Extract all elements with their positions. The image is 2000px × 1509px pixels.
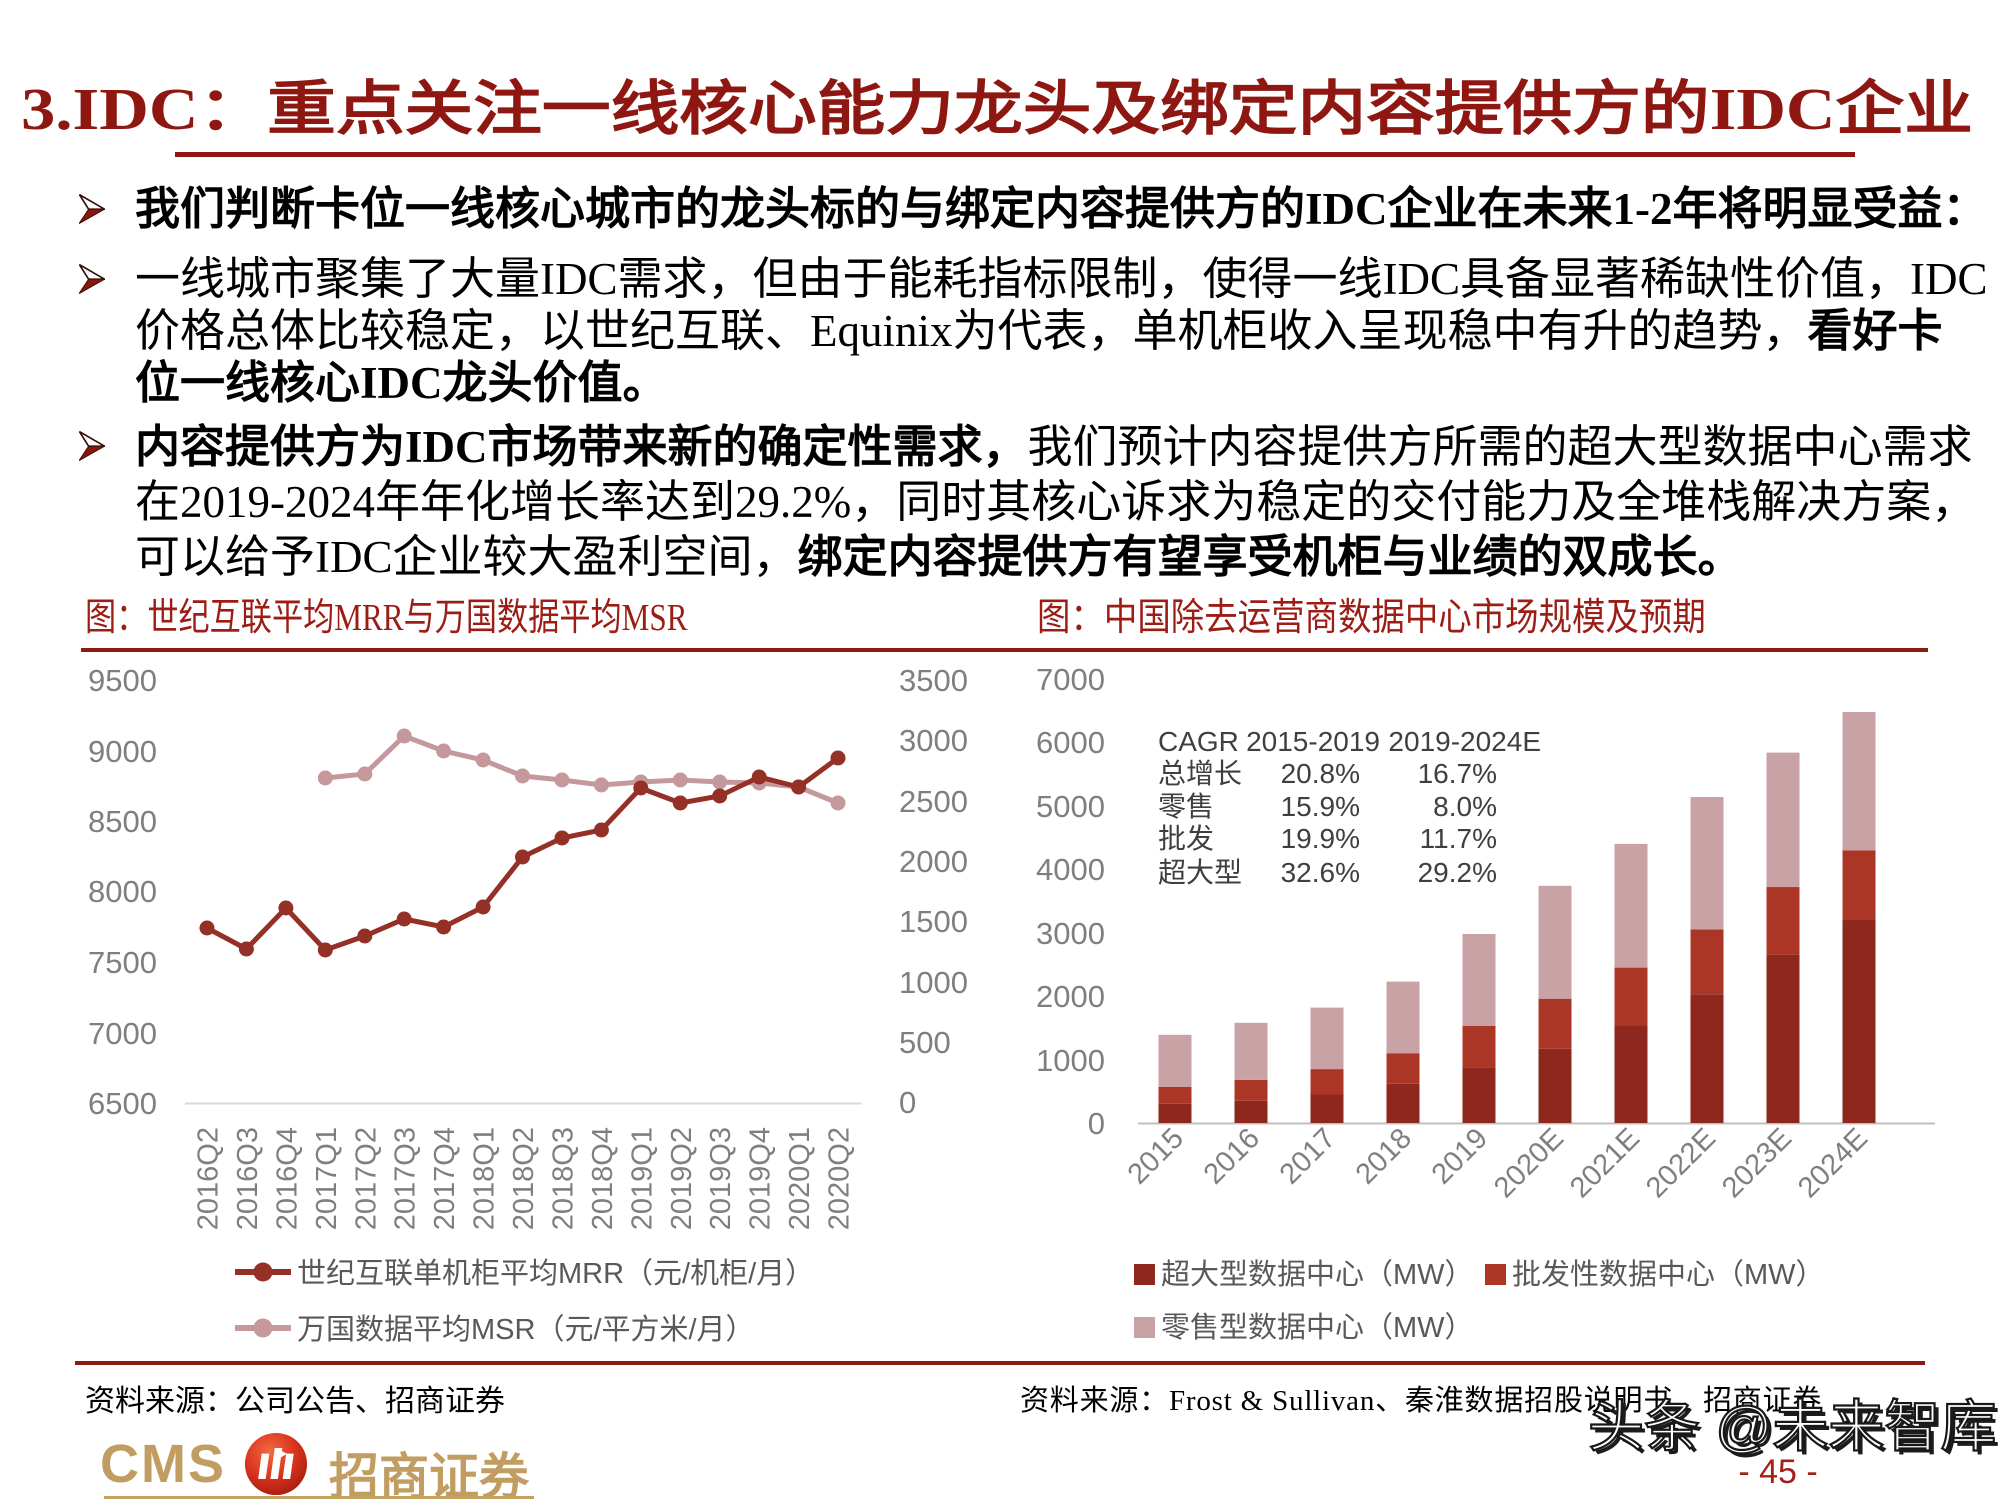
svg-text:2019Q4: 2019Q4 (745, 1127, 777, 1230)
svg-text:2015-2019: 2015-2019 (1246, 726, 1380, 757)
svg-text:8.0%: 8.0% (1433, 791, 1497, 822)
svg-text:0: 0 (1088, 1106, 1105, 1141)
svg-text:2024E: 2024E (1792, 1122, 1874, 1204)
svg-text:2018Q4: 2018Q4 (587, 1127, 619, 1230)
svg-text:2016: 2016 (1198, 1122, 1266, 1190)
svg-text:2000: 2000 (1036, 979, 1105, 1014)
svg-text:8000: 8000 (88, 874, 157, 909)
svg-text:超大型数据中心（MW）: 超大型数据中心（MW） (1161, 1258, 1474, 1291)
svg-text:6500: 6500 (88, 1086, 157, 1121)
svg-text:2021E: 2021E (1564, 1122, 1646, 1204)
svg-text:零售: 零售 (1158, 791, 1214, 822)
svg-text:2017Q4: 2017Q4 (429, 1127, 461, 1230)
svg-text:32.6%: 32.6% (1281, 857, 1360, 888)
svg-text:2019Q1: 2019Q1 (626, 1127, 658, 1230)
svg-text:9500: 9500 (88, 663, 157, 698)
svg-text:5000: 5000 (1036, 789, 1105, 824)
svg-text:4000: 4000 (1036, 852, 1105, 887)
svg-text:批发性数据中心（MW）: 批发性数据中心（MW） (1512, 1258, 1825, 1291)
svg-text:2017: 2017 (1274, 1122, 1342, 1190)
svg-text:7500: 7500 (88, 945, 157, 980)
svg-text:500: 500 (899, 1025, 951, 1060)
svg-text:2017Q2: 2017Q2 (350, 1127, 382, 1230)
svg-text:2018: 2018 (1350, 1122, 1418, 1190)
svg-text:3000: 3000 (1036, 916, 1105, 951)
svg-text:0: 0 (899, 1085, 916, 1120)
svg-text:零售型数据中心（MW）: 零售型数据中心（MW） (1161, 1311, 1474, 1344)
svg-text:9000: 9000 (88, 734, 157, 769)
svg-text:2020Q2: 2020Q2 (824, 1127, 856, 1230)
svg-text:2015: 2015 (1122, 1122, 1190, 1190)
svg-text:CAGR: CAGR (1158, 726, 1239, 757)
svg-text:批发: 批发 (1158, 823, 1214, 854)
svg-text:2022E: 2022E (1640, 1122, 1722, 1204)
svg-text:1500: 1500 (899, 904, 968, 939)
svg-text:2017Q1: 2017Q1 (311, 1127, 343, 1230)
svg-text:2020Q1: 2020Q1 (784, 1127, 816, 1230)
svg-text:1000: 1000 (899, 965, 968, 1000)
svg-text:7000: 7000 (1036, 662, 1105, 697)
svg-text:2016Q4: 2016Q4 (271, 1127, 303, 1230)
svg-text:万国数据平均MSR（元/平方米/月）: 万国数据平均MSR（元/平方米/月） (297, 1313, 755, 1346)
svg-text:3000: 3000 (899, 723, 968, 758)
svg-text:2023E: 2023E (1716, 1122, 1798, 1204)
svg-text:20.8%: 20.8% (1281, 758, 1360, 789)
svg-text:11.7%: 11.7% (1420, 823, 1497, 854)
svg-text:19.9%: 19.9% (1281, 823, 1360, 854)
svg-text:2016Q2: 2016Q2 (193, 1127, 225, 1230)
svg-text:2019: 2019 (1426, 1122, 1494, 1190)
svg-text:2017Q3: 2017Q3 (390, 1127, 422, 1230)
svg-text:6000: 6000 (1036, 725, 1105, 760)
svg-text:2016Q3: 2016Q3 (232, 1127, 264, 1230)
svg-text:8500: 8500 (88, 804, 157, 839)
svg-text:3500: 3500 (899, 663, 968, 698)
svg-text:2000: 2000 (899, 844, 968, 879)
svg-text:2018Q3: 2018Q3 (548, 1127, 580, 1230)
svg-text:世纪互联单机柜平均MRR（元/机柜/月）: 世纪互联单机柜平均MRR（元/机柜/月） (297, 1257, 814, 1290)
svg-text:总增长: 总增长 (1158, 758, 1242, 789)
svg-text:2018Q2: 2018Q2 (508, 1127, 540, 1230)
svg-text:15.9%: 15.9% (1281, 791, 1360, 822)
svg-text:2019Q3: 2019Q3 (705, 1127, 737, 1230)
svg-text:16.7%: 16.7% (1418, 758, 1497, 789)
svg-text:2500: 2500 (899, 784, 968, 819)
svg-text:超大型: 超大型 (1158, 857, 1242, 888)
svg-text:2019Q2: 2019Q2 (666, 1127, 698, 1230)
svg-text:2020E: 2020E (1488, 1122, 1570, 1204)
svg-text:2018Q1: 2018Q1 (469, 1127, 501, 1230)
svg-text:1000: 1000 (1036, 1043, 1105, 1078)
svg-text:29.2%: 29.2% (1418, 857, 1497, 888)
svg-text:7000: 7000 (88, 1016, 157, 1051)
svg-text:2019-2024E: 2019-2024E (1388, 726, 1541, 757)
